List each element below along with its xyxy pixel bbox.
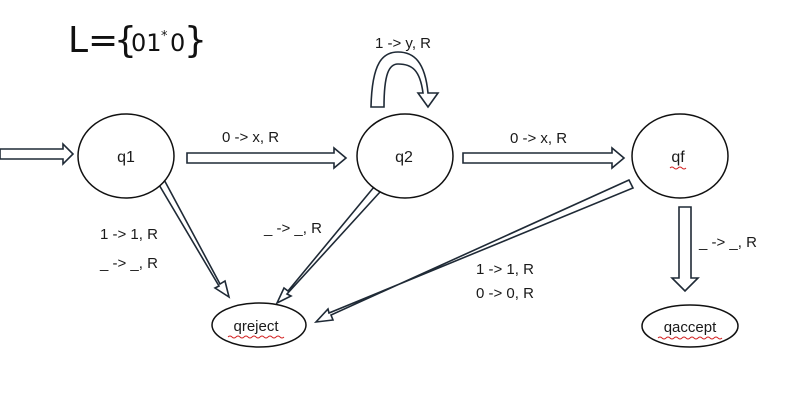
title-close-brace: }: [184, 20, 207, 61]
state-q1[interactable]: q1: [77, 113, 175, 199]
label-q2-reject: _ -> _, R: [263, 220, 322, 237]
state-q1-label: q1: [117, 149, 135, 166]
arrow-q1-q2: [186, 146, 348, 170]
title-open-brace: {: [114, 20, 137, 61]
title-superscript: *: [161, 29, 168, 44]
title-lhs: L=: [68, 20, 118, 61]
state-qaccept[interactable]: qaccept: [641, 304, 739, 348]
state-qreject[interactable]: qreject: [211, 302, 307, 348]
spellcheck-underline: [657, 336, 723, 340]
state-qf-label: qf: [671, 149, 685, 166]
state-qf[interactable]: qf: [631, 113, 729, 199]
label-q1-q2: 0 -> x, R: [222, 129, 279, 146]
title-body: 01: [131, 29, 162, 57]
arrow-q2-qf: [462, 146, 626, 170]
arrow-q2-reject: [275, 185, 382, 305]
state-q2-circle: [356, 113, 454, 199]
arrow-qf-reject: [313, 178, 635, 324]
spellcheck-underline: [227, 335, 285, 339]
state-q2[interactable]: q2: [356, 113, 454, 199]
label-q2-self: 1 -> y, R: [375, 35, 431, 52]
start-arrow: [0, 142, 75, 166]
state-q1-circle: [77, 113, 175, 199]
state-qf-circle: [631, 113, 729, 199]
state-qaccept-ellipse: [641, 304, 739, 348]
label-q1-reject-1: 1 -> 1, R: [100, 226, 158, 243]
language-title: L= { 01 * 0 }: [68, 20, 207, 61]
title-tail: 0: [170, 29, 185, 57]
label-q1-reject-2: _ -> _, R: [99, 255, 158, 272]
spellcheck-underline: [669, 166, 687, 170]
label-qf-accept: _ -> _, R: [698, 234, 757, 251]
self-loop-q2: [370, 51, 440, 109]
label-qf-reject-1: 1 -> 1, R: [476, 261, 534, 278]
state-qreject-ellipse: [211, 302, 307, 348]
arrow-q1-reject: [153, 172, 231, 299]
label-q2-qf: 0 -> x, R: [510, 130, 567, 147]
state-qreject-label: qreject: [233, 318, 279, 335]
state-q2-label: q2: [395, 149, 413, 166]
label-qf-reject-2: 0 -> 0, R: [476, 285, 534, 302]
arrow-qf-accept: [670, 206, 700, 293]
state-qaccept-label: qaccept: [664, 319, 717, 336]
